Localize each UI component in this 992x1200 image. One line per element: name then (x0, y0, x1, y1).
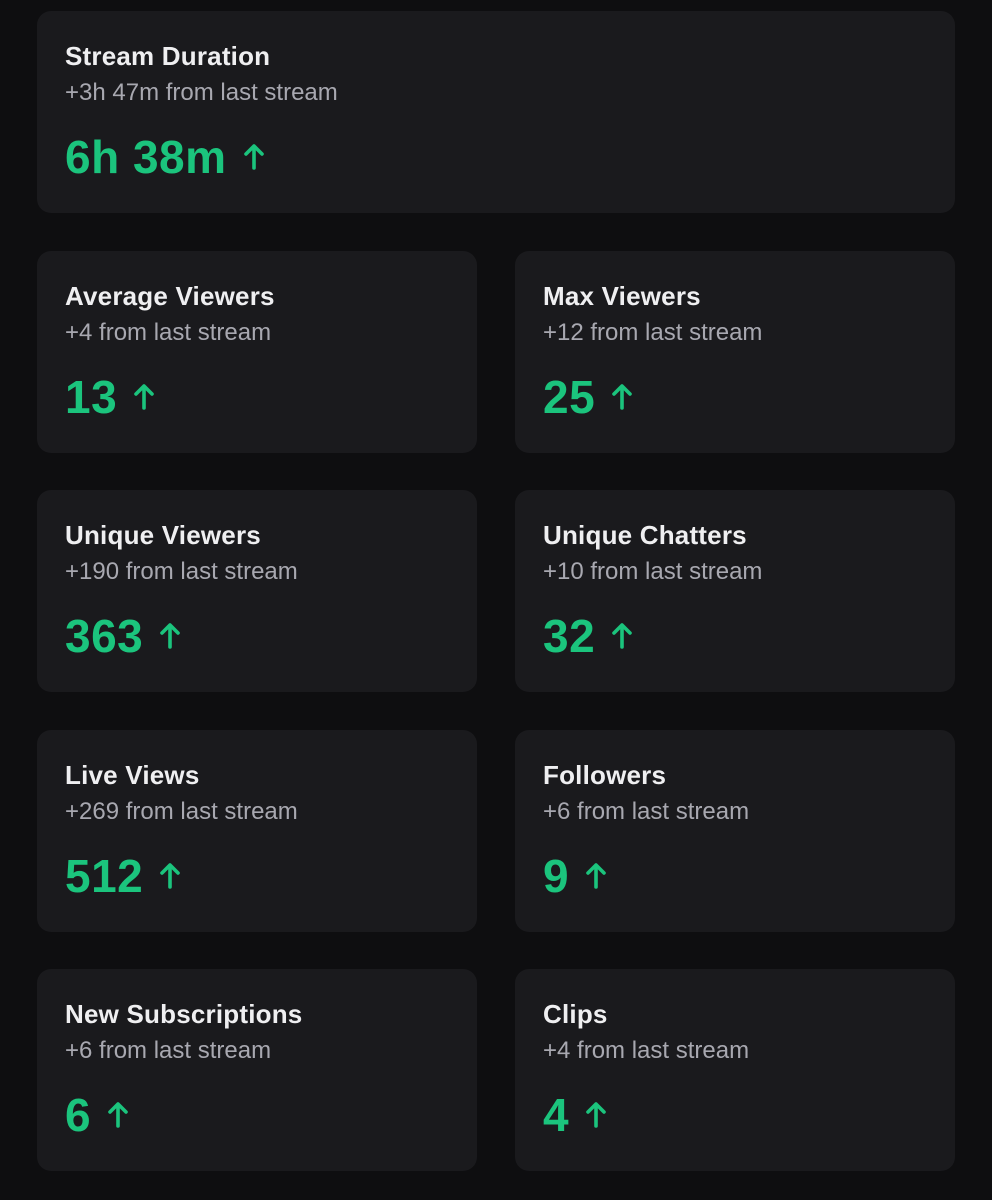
stat-value: 363 (65, 610, 144, 662)
stat-value: 4 (543, 1089, 570, 1141)
arrow-up-icon (159, 622, 181, 650)
stat-title: Average Viewers (65, 281, 275, 311)
stat-value-row: 363 (65, 608, 181, 664)
stat-value: 13 (65, 371, 118, 423)
stat-card-unique-chatters: Unique Chatters +10 from last stream 32 (515, 490, 955, 692)
stat-delta: +10 from last stream (543, 558, 763, 585)
stat-value-row: 6h 38m (65, 129, 265, 185)
stat-title: New Subscriptions (65, 999, 303, 1029)
arrow-up-icon (585, 1101, 607, 1129)
stat-value: 6 (65, 1089, 92, 1141)
stat-card-new-subscriptions: New Subscriptions +6 from last stream 6 (37, 969, 477, 1171)
stat-value-row: 13 (65, 369, 155, 425)
stat-delta: +6 from last stream (65, 1037, 272, 1064)
stat-title: Stream Duration (65, 41, 271, 71)
stat-card-live-views: Live Views +269 from last stream 512 (37, 730, 477, 932)
stat-title: Max Viewers (543, 281, 701, 311)
stat-card-average-viewers: Average Viewers +4 from last stream 13 (37, 251, 477, 453)
stat-card-followers: Followers +6 from last stream 9 (515, 730, 955, 932)
arrow-up-icon (107, 1101, 129, 1129)
stat-delta: +12 from last stream (543, 319, 763, 346)
stat-value: 9 (543, 850, 570, 902)
stat-value-row: 6 (65, 1087, 129, 1143)
stat-value: 25 (543, 371, 596, 423)
stat-delta: +4 from last stream (543, 1037, 750, 1064)
arrow-up-icon (585, 862, 607, 890)
arrow-up-icon (611, 383, 633, 411)
stat-title: Unique Chatters (543, 520, 747, 550)
stat-title: Followers (543, 760, 667, 790)
stat-title: Unique Viewers (65, 520, 261, 550)
arrow-up-icon (159, 862, 181, 890)
arrow-up-icon (243, 143, 265, 171)
stat-value-row: 32 (543, 608, 633, 664)
stat-value: 6h 38m (65, 131, 227, 183)
stat-card-clips: Clips +4 from last stream 4 (515, 969, 955, 1171)
stat-delta: +3h 47m from last stream (65, 79, 338, 106)
stat-value-row: 512 (65, 848, 181, 904)
stat-delta: +4 from last stream (65, 319, 272, 346)
stat-card-stream-duration: Stream Duration +3h 47m from last stream… (37, 11, 955, 213)
stat-value-row: 4 (543, 1087, 607, 1143)
arrow-up-icon (611, 622, 633, 650)
arrow-up-icon (133, 383, 155, 411)
stat-value-row: 9 (543, 848, 607, 904)
stat-title: Clips (543, 999, 608, 1029)
stat-value: 512 (65, 850, 144, 902)
stat-delta: +190 from last stream (65, 558, 298, 585)
stat-value: 32 (543, 610, 596, 662)
stat-card-max-viewers: Max Viewers +12 from last stream 25 (515, 251, 955, 453)
stat-title: Live Views (65, 760, 200, 790)
stat-value-row: 25 (543, 369, 633, 425)
stat-delta: +269 from last stream (65, 798, 298, 825)
stat-card-unique-viewers: Unique Viewers +190 from last stream 363 (37, 490, 477, 692)
stat-delta: +6 from last stream (543, 798, 750, 825)
